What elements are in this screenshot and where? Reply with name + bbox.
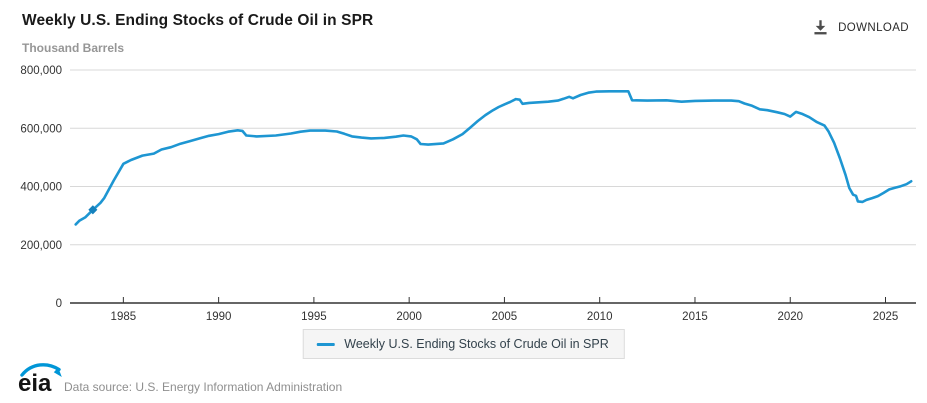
download-button[interactable]: DOWNLOAD [812,19,909,36]
data-point-marker [88,205,98,215]
series-line [74,89,913,226]
x-axis-label: 2000 [396,311,422,323]
y-axis-label: 200,000 [20,240,62,252]
eia-logo: eia [15,357,65,403]
y-axis-label: 0 [56,298,62,310]
x-axis-label: 1990 [206,311,232,323]
legend-item[interactable]: Weekly U.S. Ending Stocks of Crude Oil i… [316,337,609,351]
x-axis-label: 2005 [492,311,518,323]
legend-line-swatch [316,342,335,346]
page-title: Weekly U.S. Ending Stocks of Crude Oil i… [22,12,374,29]
y-axis-label: 600,000 [20,123,62,135]
x-axis-label: 2010 [587,311,613,323]
y-axis-label: 800,000 [20,65,62,77]
x-axis-label: 2020 [777,311,803,323]
data-source-text: Data source: U.S. Energy Information Adm… [64,380,343,394]
download-icon [812,19,829,36]
chart-svg: 0 200,000 400,000 600,000 800,000 1985 1990 199… [20,65,916,323]
x-axis-label: 2015 [682,311,708,323]
y-axis-units-label: Thousand Barrels [22,41,125,55]
legend-label: Weekly U.S. Ending Stocks of Crude Oil i… [344,337,609,351]
x-axis-label: 1985 [111,311,137,323]
eia-logo-text: eia [18,370,52,397]
download-button-label: DOWNLOAD [838,21,909,34]
x-axis-label: 2025 [873,311,899,323]
legend: Weekly U.S. Ending Stocks of Crude Oil i… [302,329,625,359]
x-axis-label: 1995 [301,311,327,323]
y-axis-label: 400,000 [20,182,62,194]
